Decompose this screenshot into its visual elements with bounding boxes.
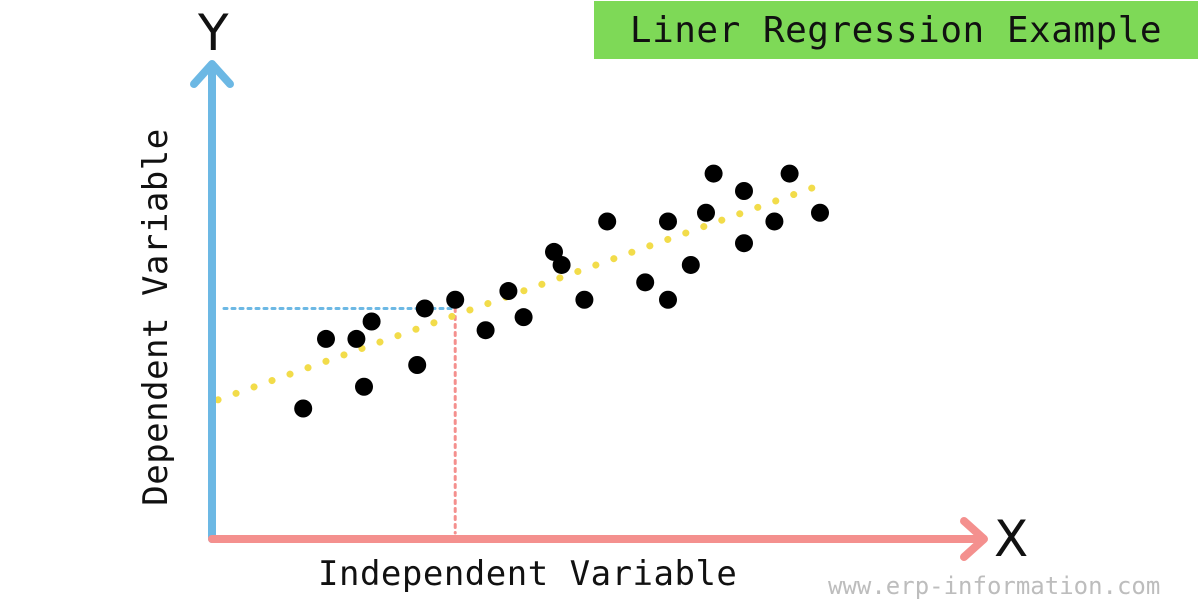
title-banner: Liner Regression Example — [594, 1, 1198, 59]
data-point — [765, 212, 784, 231]
axes — [190, 60, 988, 561]
watermark: www.erp-information.com — [828, 572, 1161, 600]
data-point — [659, 290, 677, 309]
x-axis-arrowhead — [960, 517, 988, 561]
y-axis-label: Dependent Variable — [136, 128, 176, 506]
data-point — [636, 273, 655, 292]
data-point — [499, 282, 518, 301]
data-point — [735, 182, 753, 200]
guide-lines — [222, 306, 457, 535]
data-point — [408, 356, 427, 374]
y-axis-arrowhead — [190, 60, 234, 88]
data-point — [355, 377, 373, 396]
data-point — [598, 212, 617, 231]
data-point — [545, 242, 563, 261]
x-axis-letter: X — [994, 510, 1029, 568]
data-point — [476, 321, 495, 340]
x-axis-label: Independent Variable — [318, 554, 738, 594]
data-point — [659, 212, 677, 231]
data-point — [362, 312, 381, 331]
data-point — [697, 203, 715, 222]
data-points — [294, 164, 829, 418]
chart-title: Liner Regression Example — [629, 9, 1163, 51]
data-point — [811, 203, 829, 222]
data-point — [446, 290, 465, 309]
data-point — [347, 329, 366, 348]
data-point — [294, 399, 313, 418]
y-axis-letter: Y — [198, 4, 229, 62]
data-point — [415, 299, 434, 318]
data-point — [681, 255, 700, 274]
data-point — [780, 164, 799, 183]
data-point — [317, 329, 335, 348]
data-point — [704, 164, 723, 183]
data-point — [575, 290, 594, 309]
data-point — [552, 255, 571, 274]
data-point — [735, 234, 753, 253]
data-point — [514, 308, 533, 327]
regression-line-dots — [214, 178, 832, 404]
regression-line — [214, 178, 832, 404]
